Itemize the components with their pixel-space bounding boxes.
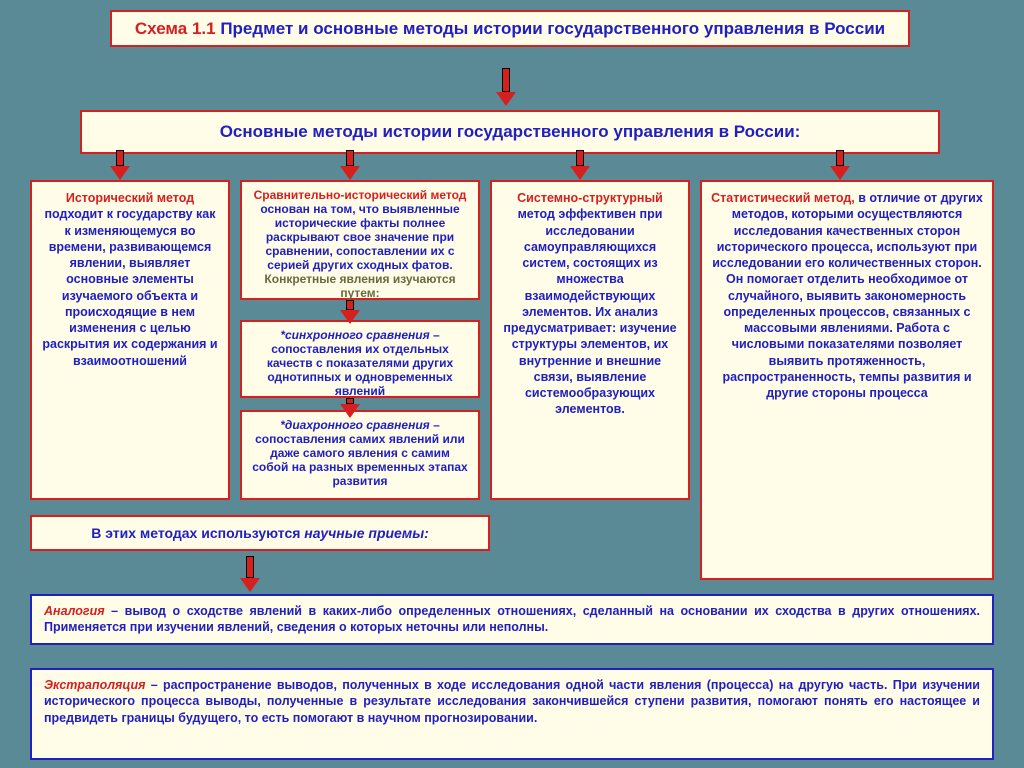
- method-statistical-name: Статистический метод,: [711, 191, 855, 205]
- arrow-head-icon: [240, 578, 260, 592]
- arrow-stem: [346, 300, 354, 310]
- method-sync: *синхронного сравнения – сопоставления и…: [240, 320, 480, 398]
- extrapolation-name: Экстраполяция: [44, 678, 145, 692]
- title-text: Предмет и основные методы истории госуда…: [220, 19, 885, 38]
- method-comparative-subintro: Конкретные явления изучаются путем:: [264, 272, 455, 300]
- analogy-body: – вывод о сходстве явлений в каких-либо …: [44, 604, 980, 634]
- techniques-box: В этих методах используются научные прие…: [30, 515, 490, 551]
- method-statistical: Статистический метод, в отличие от други…: [700, 180, 994, 580]
- method-systemic: Системно-структурный метод эффективен пр…: [490, 180, 690, 500]
- arrow-head-icon: [340, 166, 360, 180]
- arrow-head-icon: [570, 166, 590, 180]
- arrow-stem: [576, 150, 584, 166]
- title-box: Схема 1.1 Предмет и основные методы исто…: [110, 10, 910, 47]
- method-systemic-name: Системно-структурный: [517, 191, 663, 205]
- extrapolation-body: – распространение выводов, полученных в …: [44, 678, 980, 725]
- method-diach: *диахронного сравнения – сопоставления с…: [240, 410, 480, 500]
- method-comparative-name: Сравнительно-исторический метод: [254, 188, 467, 202]
- method-comparative-body: основан на том, что выявленные историчес…: [260, 202, 459, 272]
- method-diach-name: *диахронного сравнения: [280, 418, 430, 432]
- method-historical: Исторический метод подходит к государств…: [30, 180, 230, 500]
- arrow-stem: [502, 68, 510, 92]
- arrow-stem: [836, 150, 844, 166]
- title-prefix: Схема 1.1: [135, 19, 216, 38]
- method-statistical-body: в отличие от других методов, которыми ос…: [712, 191, 983, 400]
- arrow-head-icon: [340, 310, 360, 324]
- techniques-pre: В этих методах используются: [91, 525, 304, 541]
- method-systemic-body: метод эффективен при исследовании самоуп…: [503, 207, 676, 416]
- arrow-head-icon: [340, 404, 360, 418]
- subtitle-box: Основные методы истории государственного…: [80, 110, 940, 154]
- arrow-stem: [346, 150, 354, 166]
- analogy-name: Аналогия: [44, 604, 105, 618]
- arrow-stem: [246, 556, 254, 578]
- method-historical-name: Исторический метод: [66, 191, 194, 205]
- arrow-head-icon: [496, 92, 516, 106]
- extrapolation-box: Экстраполяция – распространение выводов,…: [30, 668, 994, 760]
- arrow-stem: [116, 150, 124, 166]
- subtitle-text: Основные методы истории государственного…: [220, 122, 801, 141]
- arrow-head-icon: [110, 166, 130, 180]
- techniques-ital: научные приемы:: [304, 525, 429, 541]
- method-sync-name: *синхронного сравнения: [280, 328, 429, 342]
- analogy-box: Аналогия – вывод о сходстве явлений в ка…: [30, 594, 994, 645]
- arrow-head-icon: [830, 166, 850, 180]
- method-comparative: Сравнительно-исторический метод основан …: [240, 180, 480, 300]
- method-historical-body: подходит к государству как к изменяющему…: [42, 207, 217, 367]
